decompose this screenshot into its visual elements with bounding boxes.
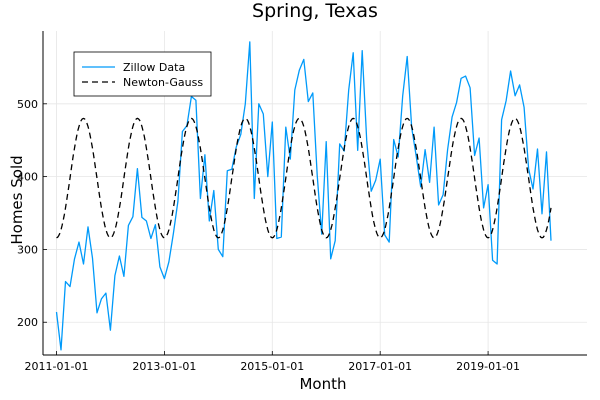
x-tick-label: 2013-01-01: [132, 360, 196, 373]
legend-box: [73, 51, 212, 97]
y-axis-title: Homes Sold: [8, 155, 26, 244]
legend-label-newton-gauss: Newton-Gauss: [123, 76, 203, 89]
axes: 2011-01-01 2013-01-01 2015-01-01 2017-01-01…: [17, 31, 587, 373]
x-tick-label: 2019-01-01: [456, 360, 520, 373]
y-tick-label: 300: [17, 243, 38, 256]
chart-title: Spring, Texas: [252, 0, 378, 22]
x-tick-label: 2017-01-01: [348, 360, 412, 373]
series-zillow-data: [55, 41, 552, 351]
y-tick-label: 400: [17, 171, 38, 184]
legend: Zillow Data Newton-Gauss: [73, 51, 212, 97]
x-tick-label: 2011-01-01: [25, 360, 89, 373]
legend-label-zillow: Zillow Data: [123, 61, 185, 74]
series-newton-gauss: [56, 117, 552, 239]
y-tick-label: 500: [17, 98, 38, 111]
x-tick-label: 2015-01-01: [240, 360, 304, 373]
series-layer: [55, 41, 552, 351]
x-axis-title: Month: [299, 375, 346, 393]
y-tick-label: 200: [17, 316, 38, 329]
